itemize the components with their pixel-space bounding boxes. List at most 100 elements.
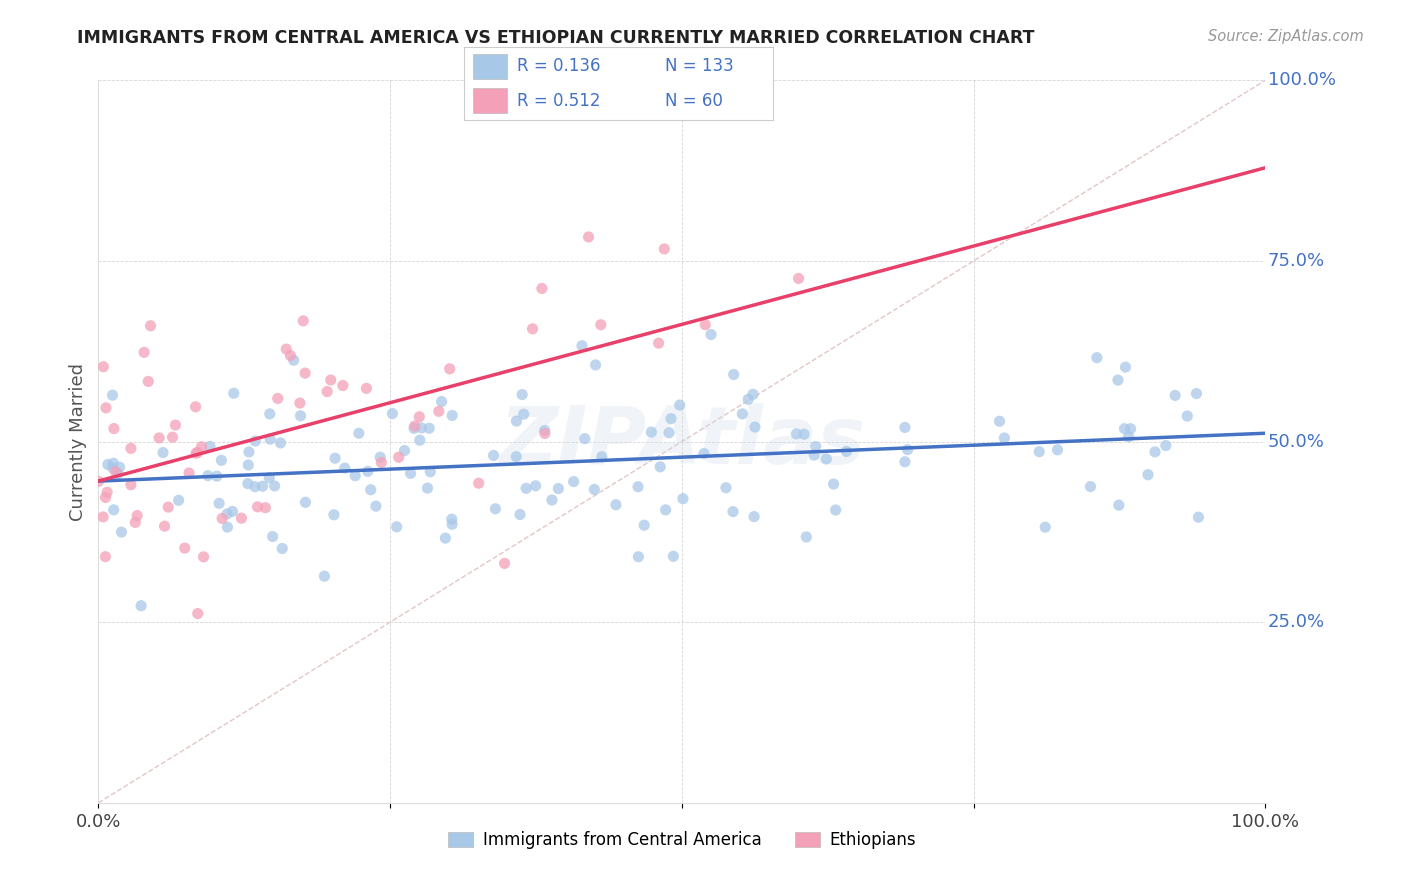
Point	[650, 459, 672, 474]
Point	[173, 541, 195, 555]
Point	[368, 450, 391, 465]
Point	[91, 510, 114, 524]
Point	[238, 445, 260, 459]
Point	[93, 359, 115, 374]
Point	[419, 465, 441, 479]
Point	[254, 500, 277, 515]
Point	[815, 452, 838, 467]
Point	[221, 504, 243, 518]
Point	[134, 345, 156, 359]
Point	[107, 467, 129, 481]
Point	[411, 421, 433, 435]
Point	[1108, 498, 1130, 512]
Point	[440, 512, 463, 526]
Point	[742, 387, 765, 401]
Point	[101, 388, 124, 402]
Point	[184, 400, 207, 414]
Point	[512, 407, 534, 421]
Point	[515, 481, 537, 495]
Point	[647, 336, 669, 351]
Point	[394, 443, 416, 458]
Point	[399, 467, 422, 481]
Point	[1143, 445, 1166, 459]
Point	[1028, 444, 1050, 458]
Point	[427, 404, 450, 418]
Point	[364, 499, 387, 513]
Point	[585, 358, 607, 372]
Point	[357, 464, 380, 478]
Point	[187, 445, 209, 459]
Point	[416, 481, 439, 495]
Point	[700, 327, 723, 342]
Point	[96, 485, 118, 500]
Point	[283, 353, 305, 368]
Point	[1033, 520, 1056, 534]
Point	[589, 318, 612, 332]
Point	[323, 451, 346, 466]
Point	[1114, 422, 1136, 436]
Point	[103, 503, 125, 517]
Point	[136, 375, 159, 389]
Point	[894, 420, 917, 434]
Point	[652, 242, 675, 256]
Point	[659, 411, 682, 425]
Point	[167, 493, 190, 508]
Point	[562, 475, 585, 489]
Point	[787, 271, 810, 285]
Point	[292, 314, 315, 328]
Point	[217, 520, 239, 534]
Point	[280, 349, 302, 363]
Point	[153, 519, 176, 533]
Point	[222, 386, 245, 401]
Point	[356, 381, 378, 395]
Point	[583, 483, 606, 497]
Point	[524, 479, 547, 493]
Point	[333, 461, 356, 475]
Point	[152, 445, 174, 459]
FancyBboxPatch shape	[474, 54, 508, 78]
Point	[533, 424, 555, 438]
Point	[505, 414, 527, 428]
Point	[823, 477, 845, 491]
Point	[785, 426, 807, 441]
Point	[270, 436, 292, 450]
Point	[418, 421, 440, 435]
Point	[271, 541, 294, 556]
Point	[434, 531, 457, 545]
Text: 100.0%: 100.0%	[1268, 71, 1336, 89]
Point	[267, 392, 290, 406]
Point	[993, 431, 1015, 445]
Point	[793, 427, 815, 442]
Point	[695, 318, 717, 332]
Point	[165, 418, 187, 433]
Point	[108, 460, 131, 475]
Point	[187, 607, 209, 621]
Point	[824, 503, 846, 517]
Point	[574, 432, 596, 446]
Point	[571, 339, 593, 353]
Point	[205, 469, 228, 483]
Point	[322, 508, 344, 522]
Point	[385, 520, 408, 534]
Point	[347, 426, 370, 441]
Point	[482, 449, 505, 463]
Point	[209, 453, 232, 467]
Point	[110, 525, 132, 540]
Point	[633, 518, 655, 533]
Point	[246, 500, 269, 514]
Point	[404, 419, 426, 434]
Point	[1185, 386, 1208, 401]
Point	[94, 491, 117, 505]
Point	[94, 549, 117, 564]
Point	[263, 479, 285, 493]
Point	[668, 398, 690, 412]
Point	[259, 432, 281, 446]
Point	[184, 446, 207, 460]
Y-axis label: Currently Married: Currently Married	[69, 362, 87, 521]
Point	[627, 549, 650, 564]
Point	[259, 471, 281, 485]
Point	[731, 407, 754, 421]
Point	[157, 500, 180, 515]
Point	[294, 495, 316, 509]
Point	[591, 450, 613, 464]
